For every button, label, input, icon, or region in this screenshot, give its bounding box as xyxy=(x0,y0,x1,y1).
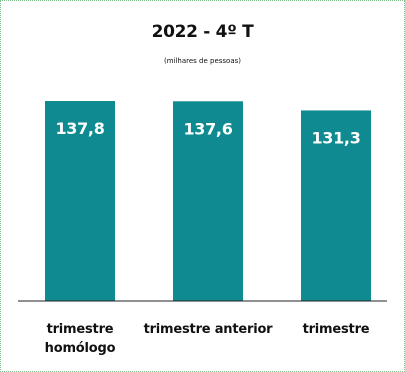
bar-2 xyxy=(173,101,243,301)
chart-subtitle: (milhares de pessoas) xyxy=(163,57,242,65)
value-label-3: 131,3 xyxy=(311,128,360,147)
chart-title: 2022 - 4º T xyxy=(151,22,254,42)
bar-1 xyxy=(45,101,115,301)
value-label-2: 137,6 xyxy=(183,119,232,138)
category-label-3: trimestre xyxy=(302,322,370,337)
category-label-1: trimestre homólogo xyxy=(44,322,116,356)
bar-3 xyxy=(301,110,371,301)
category-label-2: trimestre anterior xyxy=(143,322,273,337)
value-label-1: 137,8 xyxy=(55,119,104,138)
